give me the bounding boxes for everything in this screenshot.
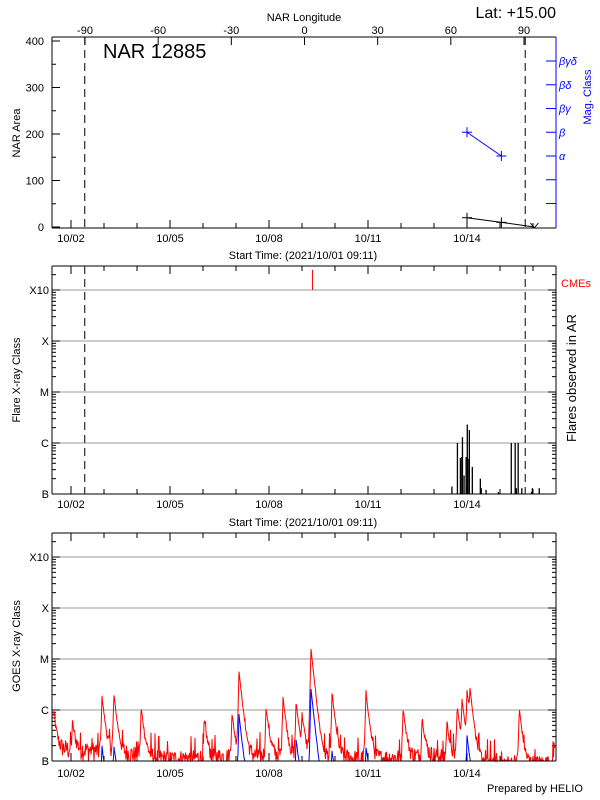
- x-tick-label: 10/14: [453, 768, 481, 780]
- y-axis-title-flare-class: Flare X-ray Class: [11, 337, 23, 422]
- top-tick-label: -90: [77, 25, 93, 37]
- y-tick-label: C: [41, 705, 49, 717]
- mag-class-label: βδ: [558, 80, 572, 92]
- flare-bar: [517, 443, 519, 494]
- x-tick-label: 10/11: [355, 233, 382, 245]
- y-tick-label: B: [42, 756, 49, 768]
- flare-bar: [479, 478, 481, 494]
- flare-bar: [451, 486, 453, 494]
- y-tick-label: X10: [29, 285, 49, 297]
- y-tick-label: M: [40, 387, 49, 399]
- y-axis-title-area: NAR Area: [11, 108, 23, 158]
- flare-bar: [471, 466, 473, 494]
- cme-legend-label: CMEs: [561, 278, 591, 290]
- x-tick-label: 10/08: [255, 499, 283, 511]
- flare-bar: [531, 488, 534, 494]
- flare-bar: [530, 491, 533, 494]
- x-tick-label: 10/05: [156, 499, 184, 511]
- y-tick-label: B: [42, 489, 49, 501]
- x-tick-label: 10/05: [156, 233, 184, 245]
- flare-bar: [456, 443, 459, 494]
- mag-class-line: [466, 131, 502, 157]
- flare-bar: [461, 457, 463, 494]
- flare-bar: [497, 491, 500, 494]
- y-tick-label: 300: [26, 83, 44, 95]
- flare-bar: [466, 424, 468, 494]
- y2-axis-title-mag-class: Mag. Class: [582, 69, 594, 125]
- mag-class-label: β: [558, 127, 566, 139]
- x-tick-label: 10/02: [57, 233, 85, 245]
- y-tick-label: X10: [29, 552, 49, 564]
- x-tick-label: 10/11: [355, 499, 382, 511]
- y2-axis-title-flares: Flares observed in AR: [564, 314, 579, 442]
- x-tick-label: 10/02: [57, 499, 85, 511]
- top-tick-label: 90: [518, 25, 530, 37]
- top-tick-label: 60: [445, 25, 457, 37]
- x-axis-title-panel2: Start Time: (2021/10/01 09:11): [229, 517, 377, 529]
- x-tick-label: 10/05: [156, 768, 184, 780]
- x-tick-label: 10/11: [355, 768, 382, 780]
- top-tick-label: -30: [223, 25, 239, 37]
- flare-bar: [510, 443, 512, 494]
- flare-bar: [459, 457, 462, 494]
- x-axis-title-panel1: Start Time: (2021/10/01 09:11): [229, 250, 377, 262]
- y-tick-label: 100: [26, 176, 44, 188]
- top-tick-label: -60: [150, 25, 166, 37]
- y-tick-label: M: [40, 654, 49, 666]
- mag-class-label: βγ: [558, 104, 572, 116]
- x-tick-label: 10/14: [453, 233, 481, 245]
- y-tick-label: C: [41, 438, 49, 450]
- nar-area-marker: [533, 222, 539, 229]
- flare-bar: [463, 475, 465, 494]
- x-tick-label: 10/08: [255, 768, 283, 780]
- flare-bar: [485, 489, 487, 494]
- flare-bar: [467, 458, 469, 494]
- flare-bar: [515, 488, 517, 494]
- y-tick-label: 400: [26, 36, 44, 48]
- region-title: NAR 12885: [103, 41, 206, 63]
- x-tick-label: 10/08: [255, 233, 283, 245]
- flare-bar: [538, 488, 540, 494]
- y-axis-title-goes-class: GOES X-ray Class: [11, 600, 23, 692]
- top-tick-label: 30: [372, 25, 384, 37]
- mag-class-label: βγδ: [558, 56, 578, 68]
- mag-class-label: α: [559, 151, 566, 163]
- y-tick-label: X: [42, 336, 50, 348]
- goes-long-channel-line: [52, 648, 556, 763]
- y-tick-label: X: [42, 603, 50, 615]
- flare-bar: [461, 437, 464, 494]
- flare-bar: [514, 443, 516, 494]
- x-tick-label: 10/14: [453, 499, 481, 511]
- top-axis-title: NAR Longitude: [267, 12, 342, 24]
- prepared-by-credit: Prepared by HELIO: [487, 783, 583, 795]
- top-tick-label: 0: [301, 25, 307, 37]
- chart-marks: 0 100 200 300 400 -90 -60 -30 0 30 60 90 10/02 10/05 1…: [26, 25, 578, 780]
- flare-bar: [480, 488, 482, 494]
- flare-bar: [468, 429, 470, 494]
- x-tick-label: 10/02: [57, 768, 85, 780]
- latitude-label: Lat: +15.00: [475, 5, 556, 22]
- nar-area-marker: [529, 222, 535, 229]
- flare-bar: [465, 457, 467, 494]
- y-tick-label: 200: [26, 129, 44, 141]
- flare-bar: [521, 488, 523, 494]
- y-tick-label: 0: [38, 222, 44, 234]
